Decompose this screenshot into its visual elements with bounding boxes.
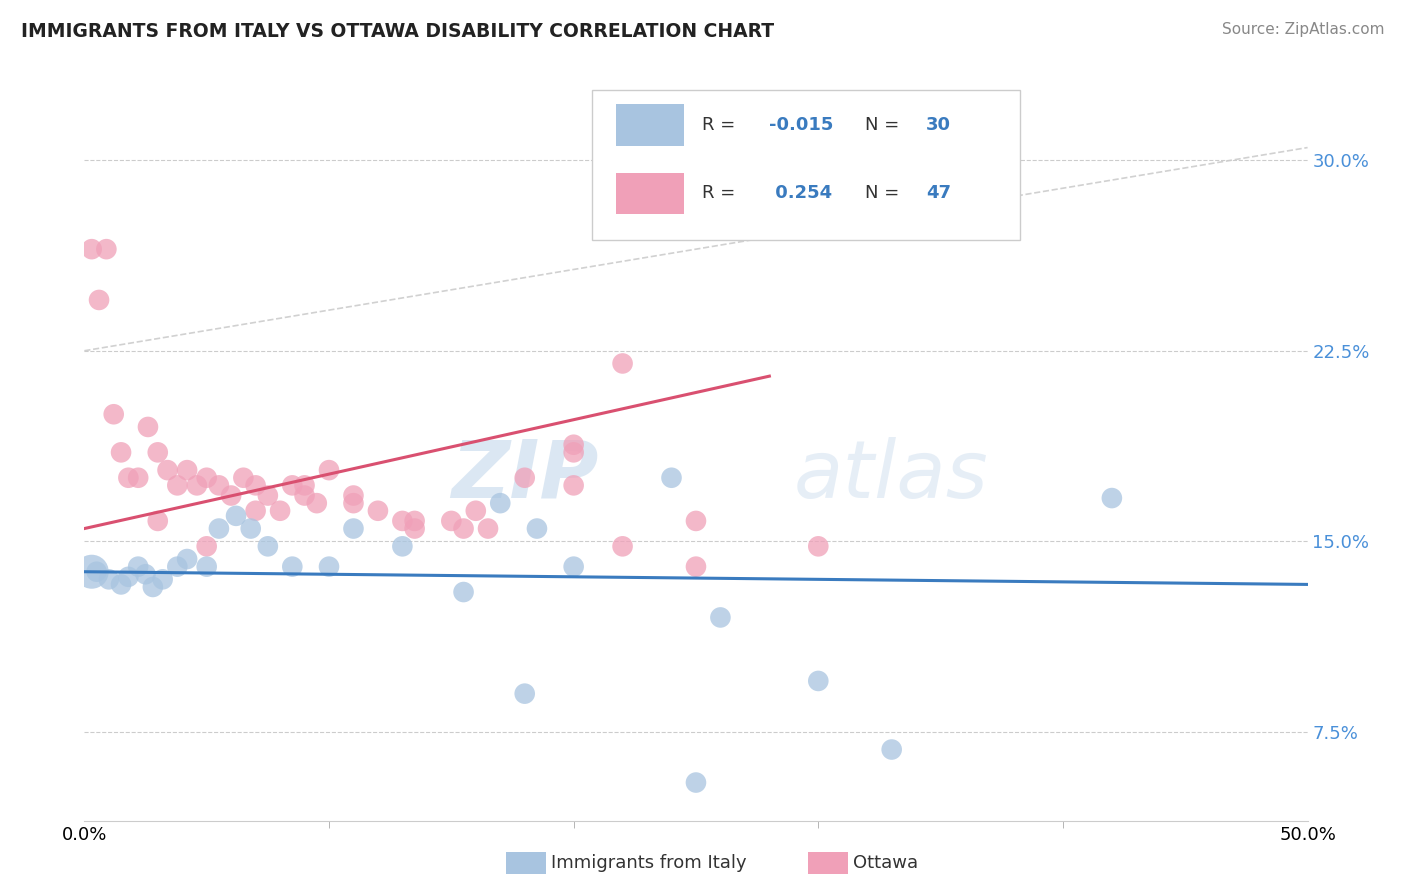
Point xyxy=(152,572,174,586)
Point xyxy=(166,478,188,492)
Point xyxy=(305,496,328,510)
Point xyxy=(342,489,364,503)
Point xyxy=(685,559,707,574)
Text: Immigrants from Italy: Immigrants from Italy xyxy=(551,855,747,872)
Point xyxy=(318,559,340,574)
Text: Ottawa: Ottawa xyxy=(853,855,918,872)
Point xyxy=(195,539,218,553)
FancyBboxPatch shape xyxy=(592,90,1021,240)
Text: 0.254: 0.254 xyxy=(769,184,832,202)
Point xyxy=(269,504,291,518)
Point xyxy=(245,478,267,492)
Point xyxy=(136,420,159,434)
Text: R =: R = xyxy=(702,116,741,134)
Point xyxy=(453,522,475,536)
Point xyxy=(294,478,316,492)
Point xyxy=(195,471,218,485)
Point xyxy=(232,471,254,485)
Point xyxy=(225,508,247,523)
Point xyxy=(880,742,903,756)
Point xyxy=(110,577,132,591)
Point xyxy=(80,242,103,256)
Point xyxy=(195,559,218,574)
Point xyxy=(404,514,426,528)
Point xyxy=(661,471,683,485)
Point xyxy=(166,559,188,574)
Point xyxy=(281,559,304,574)
Point xyxy=(342,496,364,510)
Point xyxy=(464,504,486,518)
Point xyxy=(135,567,157,582)
Point xyxy=(562,445,585,459)
Point xyxy=(453,585,475,599)
Point xyxy=(562,438,585,452)
Point xyxy=(245,504,267,518)
Point xyxy=(96,242,118,256)
Point xyxy=(685,775,707,789)
Point xyxy=(110,445,132,459)
Point xyxy=(257,489,280,503)
Point xyxy=(142,580,165,594)
Point xyxy=(176,463,198,477)
Point xyxy=(208,478,231,492)
Point xyxy=(513,687,536,701)
Point xyxy=(127,471,149,485)
Point xyxy=(239,522,262,536)
FancyBboxPatch shape xyxy=(616,104,683,145)
Point xyxy=(257,539,280,553)
Point xyxy=(391,514,413,528)
Text: N =: N = xyxy=(865,116,905,134)
Point xyxy=(281,478,304,492)
Point xyxy=(156,463,179,477)
Point xyxy=(318,463,340,477)
Text: R =: R = xyxy=(702,184,741,202)
Point xyxy=(440,514,463,528)
Text: IMMIGRANTS FROM ITALY VS OTTAWA DISABILITY CORRELATION CHART: IMMIGRANTS FROM ITALY VS OTTAWA DISABILI… xyxy=(21,22,775,41)
Text: N =: N = xyxy=(865,184,905,202)
Point xyxy=(562,478,585,492)
Point xyxy=(342,522,364,536)
Point xyxy=(103,407,125,421)
Point xyxy=(807,673,830,688)
Point xyxy=(117,471,139,485)
FancyBboxPatch shape xyxy=(616,173,683,214)
Point xyxy=(807,539,830,553)
Point xyxy=(612,539,634,553)
Point xyxy=(146,514,169,528)
Point xyxy=(391,539,413,553)
Point xyxy=(87,293,110,307)
Point xyxy=(709,610,731,624)
Text: Source: ZipAtlas.com: Source: ZipAtlas.com xyxy=(1222,22,1385,37)
Point xyxy=(367,504,389,518)
Point xyxy=(176,552,198,566)
Point xyxy=(685,514,707,528)
Point xyxy=(294,489,316,503)
Point xyxy=(117,570,139,584)
Text: ZIP: ZIP xyxy=(451,437,598,515)
Point xyxy=(80,565,103,579)
Point xyxy=(1101,491,1123,505)
Text: 47: 47 xyxy=(927,184,950,202)
Point xyxy=(526,522,548,536)
Point xyxy=(186,478,208,492)
Point xyxy=(127,559,149,574)
Point xyxy=(489,496,512,510)
Point xyxy=(97,572,120,586)
Text: -0.015: -0.015 xyxy=(769,116,834,134)
Point xyxy=(86,565,108,579)
Text: 30: 30 xyxy=(927,116,950,134)
Text: atlas: atlas xyxy=(794,437,988,515)
Point xyxy=(146,445,169,459)
Point xyxy=(612,356,634,370)
Point xyxy=(208,522,231,536)
Point xyxy=(404,522,426,536)
Point xyxy=(562,559,585,574)
Point xyxy=(513,471,536,485)
Point xyxy=(477,522,499,536)
Point xyxy=(219,489,242,503)
